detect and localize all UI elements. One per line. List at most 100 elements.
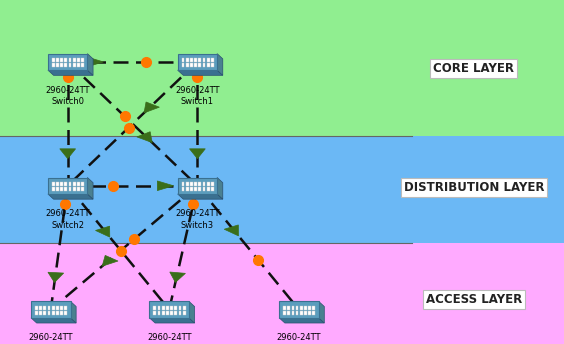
Bar [39,306,42,310]
Bar [292,311,294,315]
Bar [207,63,210,67]
Bar [56,63,59,67]
Text: DISTRIBUTION LAYER: DISTRIBUTION LAYER [403,181,544,194]
Polygon shape [178,194,223,199]
Bar [309,311,311,315]
Bar [69,63,72,67]
Bar [190,187,193,191]
Polygon shape [87,57,103,67]
Bar [73,187,76,191]
Polygon shape [102,255,118,266]
Polygon shape [144,102,160,113]
Bar [69,187,72,191]
Bar [153,311,156,315]
Bar [309,306,311,310]
Bar [183,306,186,310]
Bar [300,311,303,315]
Text: 2960-24TT
Switch6: 2960-24TT Switch6 [277,333,321,344]
Polygon shape [95,226,110,237]
Bar [48,54,87,70]
Text: 2960-24TT
Switch1: 2960-24TT Switch1 [175,86,219,106]
Bar [179,311,182,315]
Bar [0,243,564,344]
Polygon shape [190,149,205,159]
Text: 2960-24TT
Switch0: 2960-24TT Switch0 [46,86,90,106]
Bar [304,306,307,310]
Bar [69,182,72,186]
Bar [60,63,63,67]
Text: 2960-24TT
Switch2: 2960-24TT Switch2 [46,209,90,229]
Bar [52,63,55,67]
Bar [279,301,319,318]
Bar [207,187,210,191]
Text: CORE LAYER: CORE LAYER [433,62,514,75]
Bar [174,306,177,310]
Polygon shape [178,70,223,75]
Bar [52,58,55,62]
Bar [73,182,76,186]
Polygon shape [48,272,64,282]
Bar [0,0,564,136]
Bar [199,182,201,186]
Bar [77,187,80,191]
Bar [283,311,286,315]
Bar [31,301,70,318]
Polygon shape [279,318,324,323]
Bar [47,311,50,315]
Bar [190,63,193,67]
Bar [190,182,193,186]
Bar [166,306,169,310]
Polygon shape [48,70,93,75]
Bar [207,58,210,62]
Bar [60,182,63,186]
Bar [60,306,63,310]
Polygon shape [224,225,239,236]
Bar [182,63,184,67]
Bar [0,136,564,243]
Bar [60,187,63,191]
Bar [81,187,84,191]
Bar [304,311,307,315]
Polygon shape [189,301,195,323]
Bar [153,306,156,310]
Bar [77,63,80,67]
Bar [211,63,214,67]
Polygon shape [87,178,93,199]
Polygon shape [157,181,174,191]
Bar [296,306,298,310]
Text: 2960-24TT
Switch4: 2960-24TT Switch4 [29,333,73,344]
Polygon shape [60,149,76,159]
Bar [296,311,298,315]
Bar [300,306,303,310]
Bar [182,187,184,191]
Bar [73,63,76,67]
Bar [211,182,214,186]
Bar [35,311,38,315]
Bar [190,58,193,62]
Bar [39,311,42,315]
Bar [35,306,38,310]
Bar [186,182,188,186]
Polygon shape [217,54,223,75]
Bar [178,178,217,194]
Bar [56,187,59,191]
Bar [73,58,76,62]
Bar [162,311,165,315]
Bar [211,58,214,62]
Polygon shape [217,178,223,199]
Text: 2960-24TT
Switch3: 2960-24TT Switch3 [175,209,219,229]
Bar [69,58,72,62]
Bar [64,63,67,67]
Bar [64,187,67,191]
Bar [312,311,315,315]
Polygon shape [48,194,93,199]
Bar [81,58,84,62]
Bar [178,54,217,70]
Polygon shape [87,54,93,75]
Bar [170,306,173,310]
Polygon shape [149,318,195,323]
Bar [186,187,188,191]
Polygon shape [319,301,324,323]
Bar [56,182,59,186]
Bar [170,311,173,315]
